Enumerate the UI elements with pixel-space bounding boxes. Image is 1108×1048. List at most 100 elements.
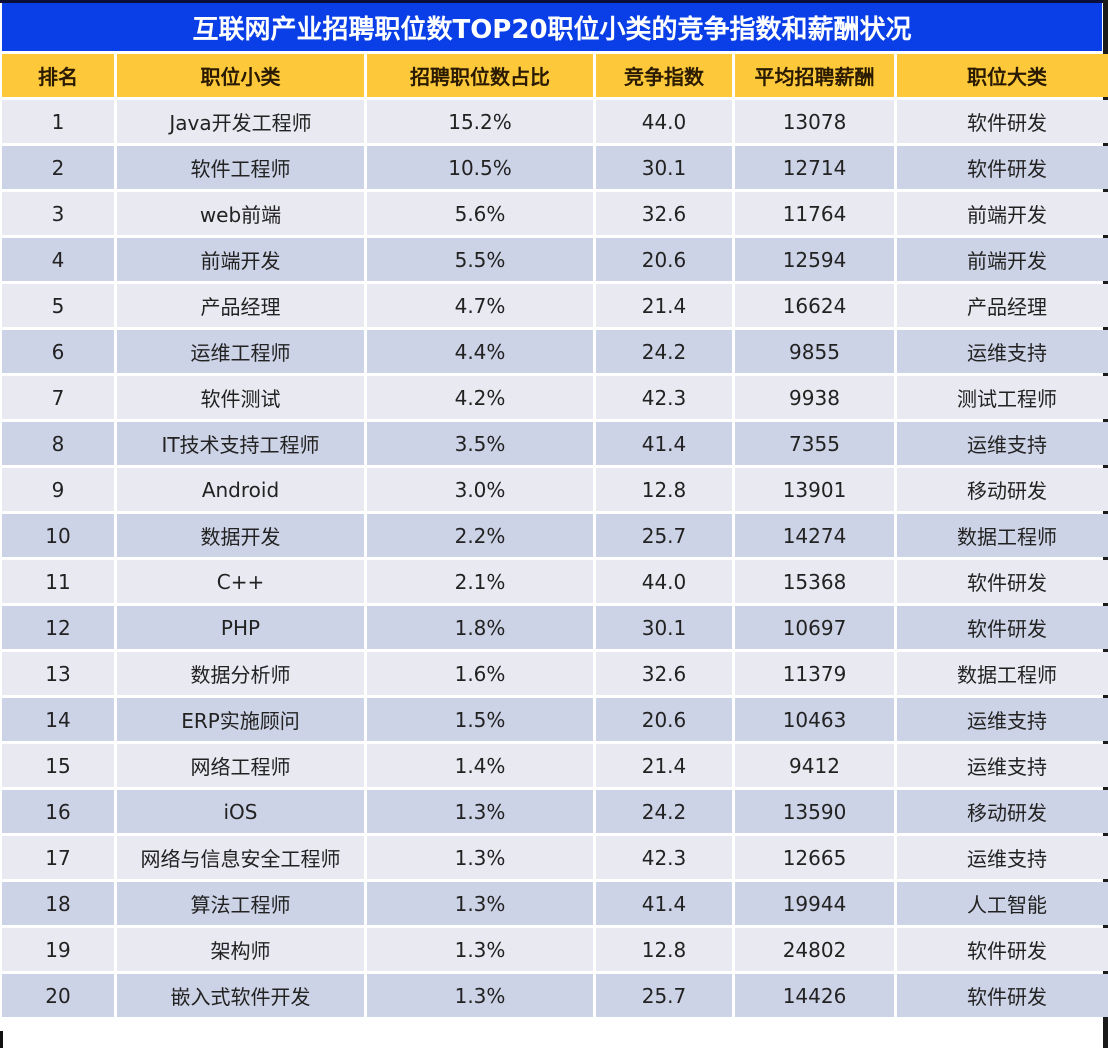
rank-cell: 11: [2, 560, 114, 603]
average-salary-cell: 11379: [735, 652, 894, 695]
average-salary-cell: 9412: [735, 744, 894, 787]
job-subcategory-cell: ERP实施顾问: [117, 698, 364, 741]
header-average-salary: 平均招聘薪酬: [735, 54, 894, 97]
posting-share-cell: 5.6%: [367, 192, 593, 235]
average-salary-cell: 16624: [735, 284, 894, 327]
header-competition-index: 竞争指数: [596, 54, 732, 97]
competition-index-cell: 21.4: [596, 744, 732, 787]
job-subcategory-cell: Android: [117, 468, 364, 511]
job-subcategory-cell: 运维工程师: [117, 330, 364, 373]
posting-share-cell: 15.2%: [367, 100, 593, 143]
job-subcategory-cell: 前端开发: [117, 238, 364, 281]
posting-share-cell: 4.7%: [367, 284, 593, 327]
job-subcategory-cell: 网络与信息安全工程师: [117, 836, 364, 879]
job-subcategory-cell: C++: [117, 560, 364, 603]
average-salary-cell: 11764: [735, 192, 894, 235]
job-subcategory-cell: Java开发工程师: [117, 100, 364, 143]
header-job-subcategory: 职位小类: [117, 54, 364, 97]
rank-cell: 1: [2, 100, 114, 143]
posting-share-cell: 2.2%: [367, 514, 593, 557]
job-subcategory-cell: 网络工程师: [117, 744, 364, 787]
rank-cell: 3: [2, 192, 114, 235]
posting-share-cell: 1.3%: [367, 882, 593, 925]
job-subcategory-cell: 数据开发: [117, 514, 364, 557]
posting-share-cell: 3.5%: [367, 422, 593, 465]
job-category-cell: 软件研发: [897, 974, 1108, 1017]
job-category-cell: 运维支持: [897, 836, 1108, 879]
job-category-cell: 移动研发: [897, 790, 1108, 833]
top-border: [0, 0, 1108, 3]
rank-cell: 18: [2, 882, 114, 925]
job-category-cell: 数据工程师: [897, 652, 1108, 695]
job-subcategory-cell: 软件工程师: [117, 146, 364, 189]
rank-cell: 9: [2, 468, 114, 511]
job-category-cell: 软件研发: [897, 146, 1108, 189]
job-category-cell: 数据工程师: [897, 514, 1108, 557]
job-subcategory-cell: PHP: [117, 606, 364, 649]
rank-cell: 10: [2, 514, 114, 557]
rank-cell: 17: [2, 836, 114, 879]
job-category-cell: 测试工程师: [897, 376, 1108, 419]
rank-cell: 19: [2, 928, 114, 971]
rank-cell: 5: [2, 284, 114, 327]
job-category-cell: 运维支持: [897, 330, 1108, 373]
rank-cell: 15: [2, 744, 114, 787]
competition-index-cell: 25.7: [596, 514, 732, 557]
data-table: 排名 职位小类 招聘职位数占比 竞争指数 平均招聘薪酬 职位大类 1 Java开发…: [2, 54, 1108, 1017]
job-category-cell: 软件研发: [897, 928, 1108, 971]
job-category-cell: 前端开发: [897, 192, 1108, 235]
job-subcategory-cell: 嵌入式软件开发: [117, 974, 364, 1017]
competition-index-cell: 12.8: [596, 928, 732, 971]
job-subcategory-cell: IT技术支持工程师: [117, 422, 364, 465]
bottom-left-mark: [0, 1031, 3, 1048]
rank-cell: 13: [2, 652, 114, 695]
average-salary-cell: 19944: [735, 882, 894, 925]
job-subcategory-cell: 架构师: [117, 928, 364, 971]
competition-index-cell: 32.6: [596, 652, 732, 695]
competition-index-cell: 24.2: [596, 790, 732, 833]
posting-share-cell: 5.5%: [367, 238, 593, 281]
job-category-cell: 运维支持: [897, 422, 1108, 465]
rank-cell: 6: [2, 330, 114, 373]
competition-index-cell: 30.1: [596, 146, 732, 189]
average-salary-cell: 12665: [735, 836, 894, 879]
competition-index-cell: 30.1: [596, 606, 732, 649]
average-salary-cell: 24802: [735, 928, 894, 971]
competition-index-cell: 44.0: [596, 100, 732, 143]
average-salary-cell: 15368: [735, 560, 894, 603]
job-category-cell: 软件研发: [897, 606, 1108, 649]
job-category-cell: 产品经理: [897, 284, 1108, 327]
job-subcategory-cell: 软件测试: [117, 376, 364, 419]
header-job-category: 职位大类: [897, 54, 1108, 97]
average-salary-cell: 9938: [735, 376, 894, 419]
posting-share-cell: 2.1%: [367, 560, 593, 603]
rank-cell: 4: [2, 238, 114, 281]
competition-index-cell: 42.3: [596, 376, 732, 419]
rank-cell: 12: [2, 606, 114, 649]
posting-share-cell: 1.3%: [367, 974, 593, 1017]
job-category-cell: 软件研发: [897, 100, 1108, 143]
job-category-cell: 运维支持: [897, 698, 1108, 741]
job-category-cell: 人工智能: [897, 882, 1108, 925]
posting-share-cell: 3.0%: [367, 468, 593, 511]
competition-index-cell: 41.4: [596, 422, 732, 465]
posting-share-cell: 1.5%: [367, 698, 593, 741]
posting-share-cell: 1.3%: [367, 836, 593, 879]
table-title: 互联网产业招聘职位数TOP20职位小类的竞争指数和薪酬状况: [2, 3, 1102, 51]
rank-cell: 7: [2, 376, 114, 419]
competition-index-cell: 41.4: [596, 882, 732, 925]
average-salary-cell: 13901: [735, 468, 894, 511]
average-salary-cell: 9855: [735, 330, 894, 373]
average-salary-cell: 12714: [735, 146, 894, 189]
job-category-cell: 运维支持: [897, 744, 1108, 787]
average-salary-cell: 12594: [735, 238, 894, 281]
rank-cell: 8: [2, 422, 114, 465]
posting-share-cell: 1.8%: [367, 606, 593, 649]
job-category-cell: 软件研发: [897, 560, 1108, 603]
job-subcategory-cell: web前端: [117, 192, 364, 235]
competition-index-cell: 21.4: [596, 284, 732, 327]
rank-cell: 20: [2, 974, 114, 1017]
header-posting-share: 招聘职位数占比: [367, 54, 593, 97]
job-subcategory-cell: 算法工程师: [117, 882, 364, 925]
